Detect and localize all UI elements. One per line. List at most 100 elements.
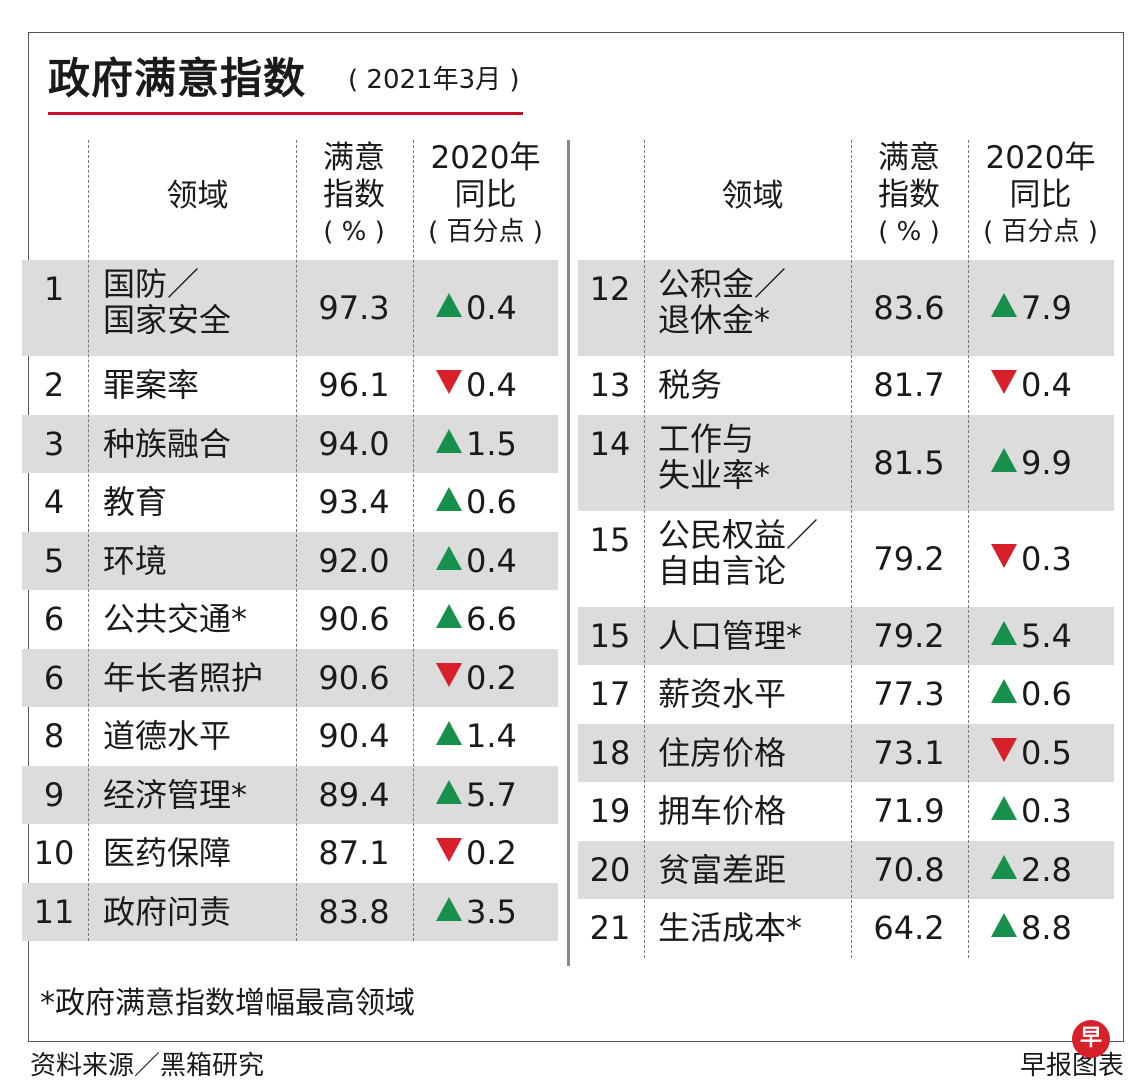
- area-label: 经济管理*: [103, 775, 248, 814]
- index-value: 73.1: [873, 733, 945, 772]
- area-label: 国防／ 国家安全: [103, 265, 232, 339]
- footnote: *政府满意指数增幅最高领域: [40, 986, 415, 1021]
- index-value: 90.6: [318, 600, 390, 638]
- area-label: 住房价格: [658, 733, 787, 772]
- change-value: 5.7: [436, 766, 556, 825]
- table-row: 18 住房价格 73.1 0.5: [578, 723, 1114, 783]
- triangle-up-icon: [436, 896, 462, 921]
- header-index-right: 满意 指数 ( % ): [878, 140, 940, 247]
- triangle-up-icon: [991, 679, 1017, 703]
- index-value: 71.9: [873, 792, 945, 830]
- triangle-up-icon: [991, 796, 1017, 820]
- change-value: 0.2: [436, 824, 556, 883]
- triangle-down-icon: [436, 370, 462, 394]
- area-label: 政府问责: [103, 892, 232, 931]
- area-label: 公积金／ 退休金*: [658, 265, 787, 339]
- rank-label: 20: [589, 850, 631, 889]
- change-value: 6.6: [436, 590, 556, 649]
- rank-label: 6: [43, 600, 65, 638]
- change-value: 1.4: [436, 707, 556, 766]
- chart-subtitle: ( 2021年3月 ): [348, 65, 520, 95]
- change-value: 0.4: [436, 356, 556, 415]
- change-value: 2.8: [991, 841, 1111, 900]
- area-label: 薪资水平: [658, 675, 787, 713]
- title-block: 政府满意指数 ( 2021年3月 ): [48, 50, 523, 115]
- index-value: 94.0: [318, 424, 390, 463]
- rank-label: 17: [589, 675, 631, 713]
- credit-note: 早报图表: [1019, 1051, 1124, 1081]
- column-divider: [296, 140, 297, 941]
- triangle-up-icon: [991, 620, 1017, 645]
- table-row: 9 经济管理* 89.4 5.7: [22, 765, 558, 825]
- column-separator: [567, 140, 570, 966]
- index-value: 97.3: [318, 289, 390, 327]
- triangle-down-icon: [991, 737, 1017, 762]
- change-value: 9.9: [991, 415, 1111, 511]
- table-row: 19 拥车价格 71.9 0.3: [578, 782, 1114, 841]
- change-value: 0.3: [991, 782, 1111, 841]
- change-value: 0.6: [436, 473, 556, 532]
- area-label: 教育: [103, 483, 168, 521]
- index-value: 93.4: [318, 483, 390, 521]
- index-value: 90.6: [318, 658, 390, 697]
- table-row: 15 公民权益／ 自由言论 79.2 0.3: [578, 511, 1114, 607]
- change-value: 3.5: [436, 883, 556, 942]
- table-row: 11 政府问责 83.8 3.5: [22, 882, 558, 942]
- triangle-up-icon: [436, 428, 462, 453]
- table-row: 3 种族融合 94.0 1.5: [22, 414, 558, 473]
- area-label: 种族融合: [103, 424, 232, 463]
- table-row: 10 医药保障 87.1 0.2: [22, 824, 558, 883]
- rank-label: 5: [43, 541, 65, 580]
- index-value: 79.2: [873, 539, 945, 578]
- table-row: 20 贫富差距 70.8 2.8: [578, 840, 1114, 900]
- change-value: 0.2: [436, 649, 556, 708]
- rank-label: 2: [43, 366, 65, 404]
- rank-label: 14: [589, 424, 631, 463]
- rank-label: 13: [589, 366, 631, 404]
- change-value: 0.4: [436, 532, 556, 591]
- rank-label: 10: [33, 834, 75, 872]
- rank-label: 12: [589, 270, 631, 308]
- area-label: 医药保障: [103, 834, 232, 872]
- area-label: 工作与 失业率*: [658, 419, 771, 494]
- rank-label: 18: [589, 733, 631, 772]
- area-label: 道德水平: [103, 717, 232, 755]
- area-label: 税务: [658, 366, 723, 404]
- column-divider: [968, 140, 969, 958]
- rank-label: 9: [43, 775, 65, 814]
- change-value: 0.3: [991, 511, 1111, 607]
- rank-label: 1: [43, 270, 65, 308]
- area-label: 罪案率: [103, 366, 200, 404]
- header-index-left: 满意 指数 ( % ): [323, 140, 385, 247]
- column-divider: [88, 140, 89, 941]
- header-change-left: 2020年 同比 ( 百分点 ): [428, 140, 543, 247]
- table-row: 1 国防／ 国家安全 97.3 0.4: [22, 260, 558, 356]
- triangle-up-icon: [436, 779, 462, 804]
- index-value: 90.4: [318, 717, 390, 755]
- table-row: 6 年长者照护 90.6 0.2: [22, 648, 558, 708]
- table-row: 2 罪案率 96.1 0.4: [22, 356, 558, 415]
- header-area-right: 领域: [721, 178, 784, 214]
- rank-label: 11: [33, 892, 75, 931]
- change-value: 5.4: [991, 607, 1111, 666]
- index-value: 89.4: [318, 775, 390, 814]
- index-value: 87.1: [318, 834, 390, 872]
- change-value: 0.5: [991, 724, 1111, 783]
- area-label: 公民权益／ 自由言论: [658, 515, 819, 590]
- change-value: 0.4: [436, 260, 556, 356]
- change-value: 0.4: [991, 356, 1111, 415]
- table-row: 8 道德水平 90.4 1.4: [22, 707, 558, 766]
- index-value: 70.8: [873, 850, 945, 889]
- table-row: 12 公积金／ 退休金* 83.6 7.9: [578, 260, 1114, 356]
- change-value: 8.8: [991, 899, 1111, 958]
- area-label: 公共交通*: [103, 600, 248, 638]
- table-row: 13 税务 81.7 0.4: [578, 356, 1114, 415]
- triangle-down-icon: [436, 662, 462, 687]
- table-row: 15 人口管理* 79.2 5.4: [578, 606, 1114, 666]
- table-row: 5 环境 92.0 0.4: [22, 531, 558, 591]
- header-area-left: 领域: [166, 178, 229, 214]
- index-value: 81.7: [873, 366, 945, 404]
- area-label: 人口管理*: [658, 616, 803, 655]
- column-divider: [644, 140, 645, 958]
- index-value: 79.2: [873, 616, 945, 655]
